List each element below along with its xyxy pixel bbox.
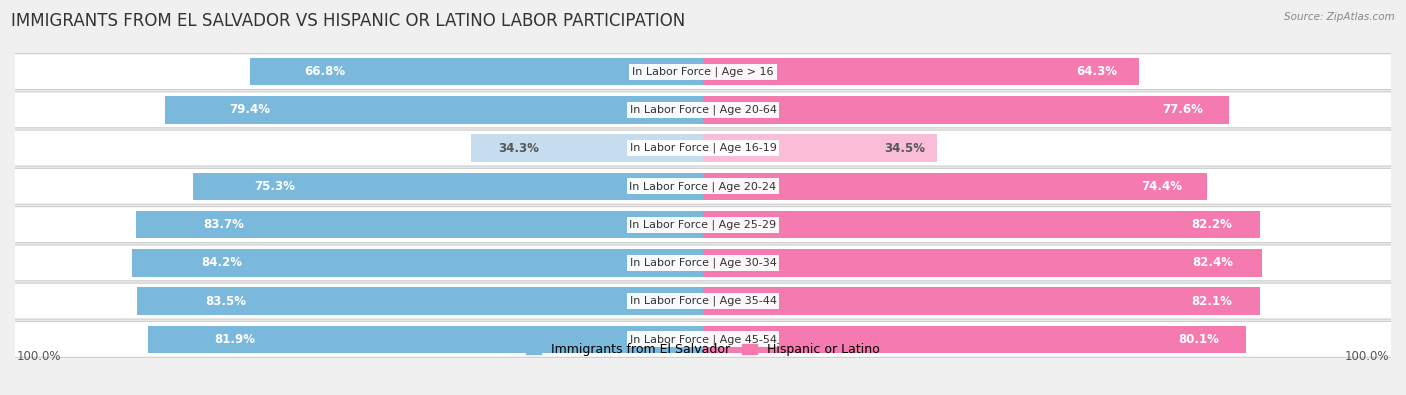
Text: 74.4%: 74.4% [1142, 180, 1182, 193]
Text: In Labor Force | Age 35-44: In Labor Force | Age 35-44 [630, 296, 776, 307]
Text: 77.6%: 77.6% [1161, 103, 1202, 117]
Text: In Labor Force | Age 20-24: In Labor Force | Age 20-24 [630, 181, 776, 192]
Text: 83.7%: 83.7% [204, 218, 245, 231]
Text: 82.2%: 82.2% [1191, 218, 1232, 231]
Bar [703, 173, 1208, 200]
Text: 100.0%: 100.0% [1344, 350, 1389, 363]
FancyBboxPatch shape [11, 245, 1395, 281]
Legend: Immigrants from El Salvador, Hispanic or Latino: Immigrants from El Salvador, Hispanic or… [520, 338, 886, 361]
Bar [703, 287, 1260, 315]
Bar [148, 325, 703, 353]
Bar [135, 211, 703, 238]
Text: 66.8%: 66.8% [305, 65, 346, 78]
FancyBboxPatch shape [11, 322, 1395, 357]
Bar [471, 134, 703, 162]
Bar [165, 96, 703, 124]
Text: 82.1%: 82.1% [1191, 295, 1232, 308]
Text: In Labor Force | Age 20-64: In Labor Force | Age 20-64 [630, 105, 776, 115]
Text: 82.4%: 82.4% [1192, 256, 1233, 269]
Text: 79.4%: 79.4% [229, 103, 270, 117]
Text: 75.3%: 75.3% [254, 180, 295, 193]
Text: In Labor Force | Age 25-29: In Labor Force | Age 25-29 [630, 219, 776, 230]
Text: 84.2%: 84.2% [201, 256, 242, 269]
Bar [703, 96, 1229, 124]
Bar [136, 287, 703, 315]
Bar [193, 173, 703, 200]
Bar [703, 211, 1260, 238]
FancyBboxPatch shape [11, 130, 1395, 166]
FancyBboxPatch shape [11, 92, 1395, 128]
FancyBboxPatch shape [11, 207, 1395, 243]
Bar [703, 58, 1139, 85]
Text: Source: ZipAtlas.com: Source: ZipAtlas.com [1284, 12, 1395, 22]
Text: 34.3%: 34.3% [498, 141, 540, 154]
Bar [132, 249, 703, 276]
Bar [250, 58, 703, 85]
Text: IMMIGRANTS FROM EL SALVADOR VS HISPANIC OR LATINO LABOR PARTICIPATION: IMMIGRANTS FROM EL SALVADOR VS HISPANIC … [11, 12, 686, 30]
Bar [703, 325, 1246, 353]
Bar [703, 249, 1261, 276]
Bar [703, 134, 936, 162]
Text: 100.0%: 100.0% [17, 350, 62, 363]
Text: In Labor Force | Age > 16: In Labor Force | Age > 16 [633, 66, 773, 77]
FancyBboxPatch shape [11, 168, 1395, 204]
Text: 34.5%: 34.5% [884, 141, 925, 154]
Text: 83.5%: 83.5% [205, 295, 246, 308]
FancyBboxPatch shape [11, 283, 1395, 319]
Text: In Labor Force | Age 30-34: In Labor Force | Age 30-34 [630, 258, 776, 268]
Text: In Labor Force | Age 45-54: In Labor Force | Age 45-54 [630, 334, 776, 344]
Text: 80.1%: 80.1% [1178, 333, 1219, 346]
Text: 81.9%: 81.9% [215, 333, 256, 346]
FancyBboxPatch shape [11, 54, 1395, 90]
Text: 64.3%: 64.3% [1076, 65, 1116, 78]
Text: In Labor Force | Age 16-19: In Labor Force | Age 16-19 [630, 143, 776, 153]
